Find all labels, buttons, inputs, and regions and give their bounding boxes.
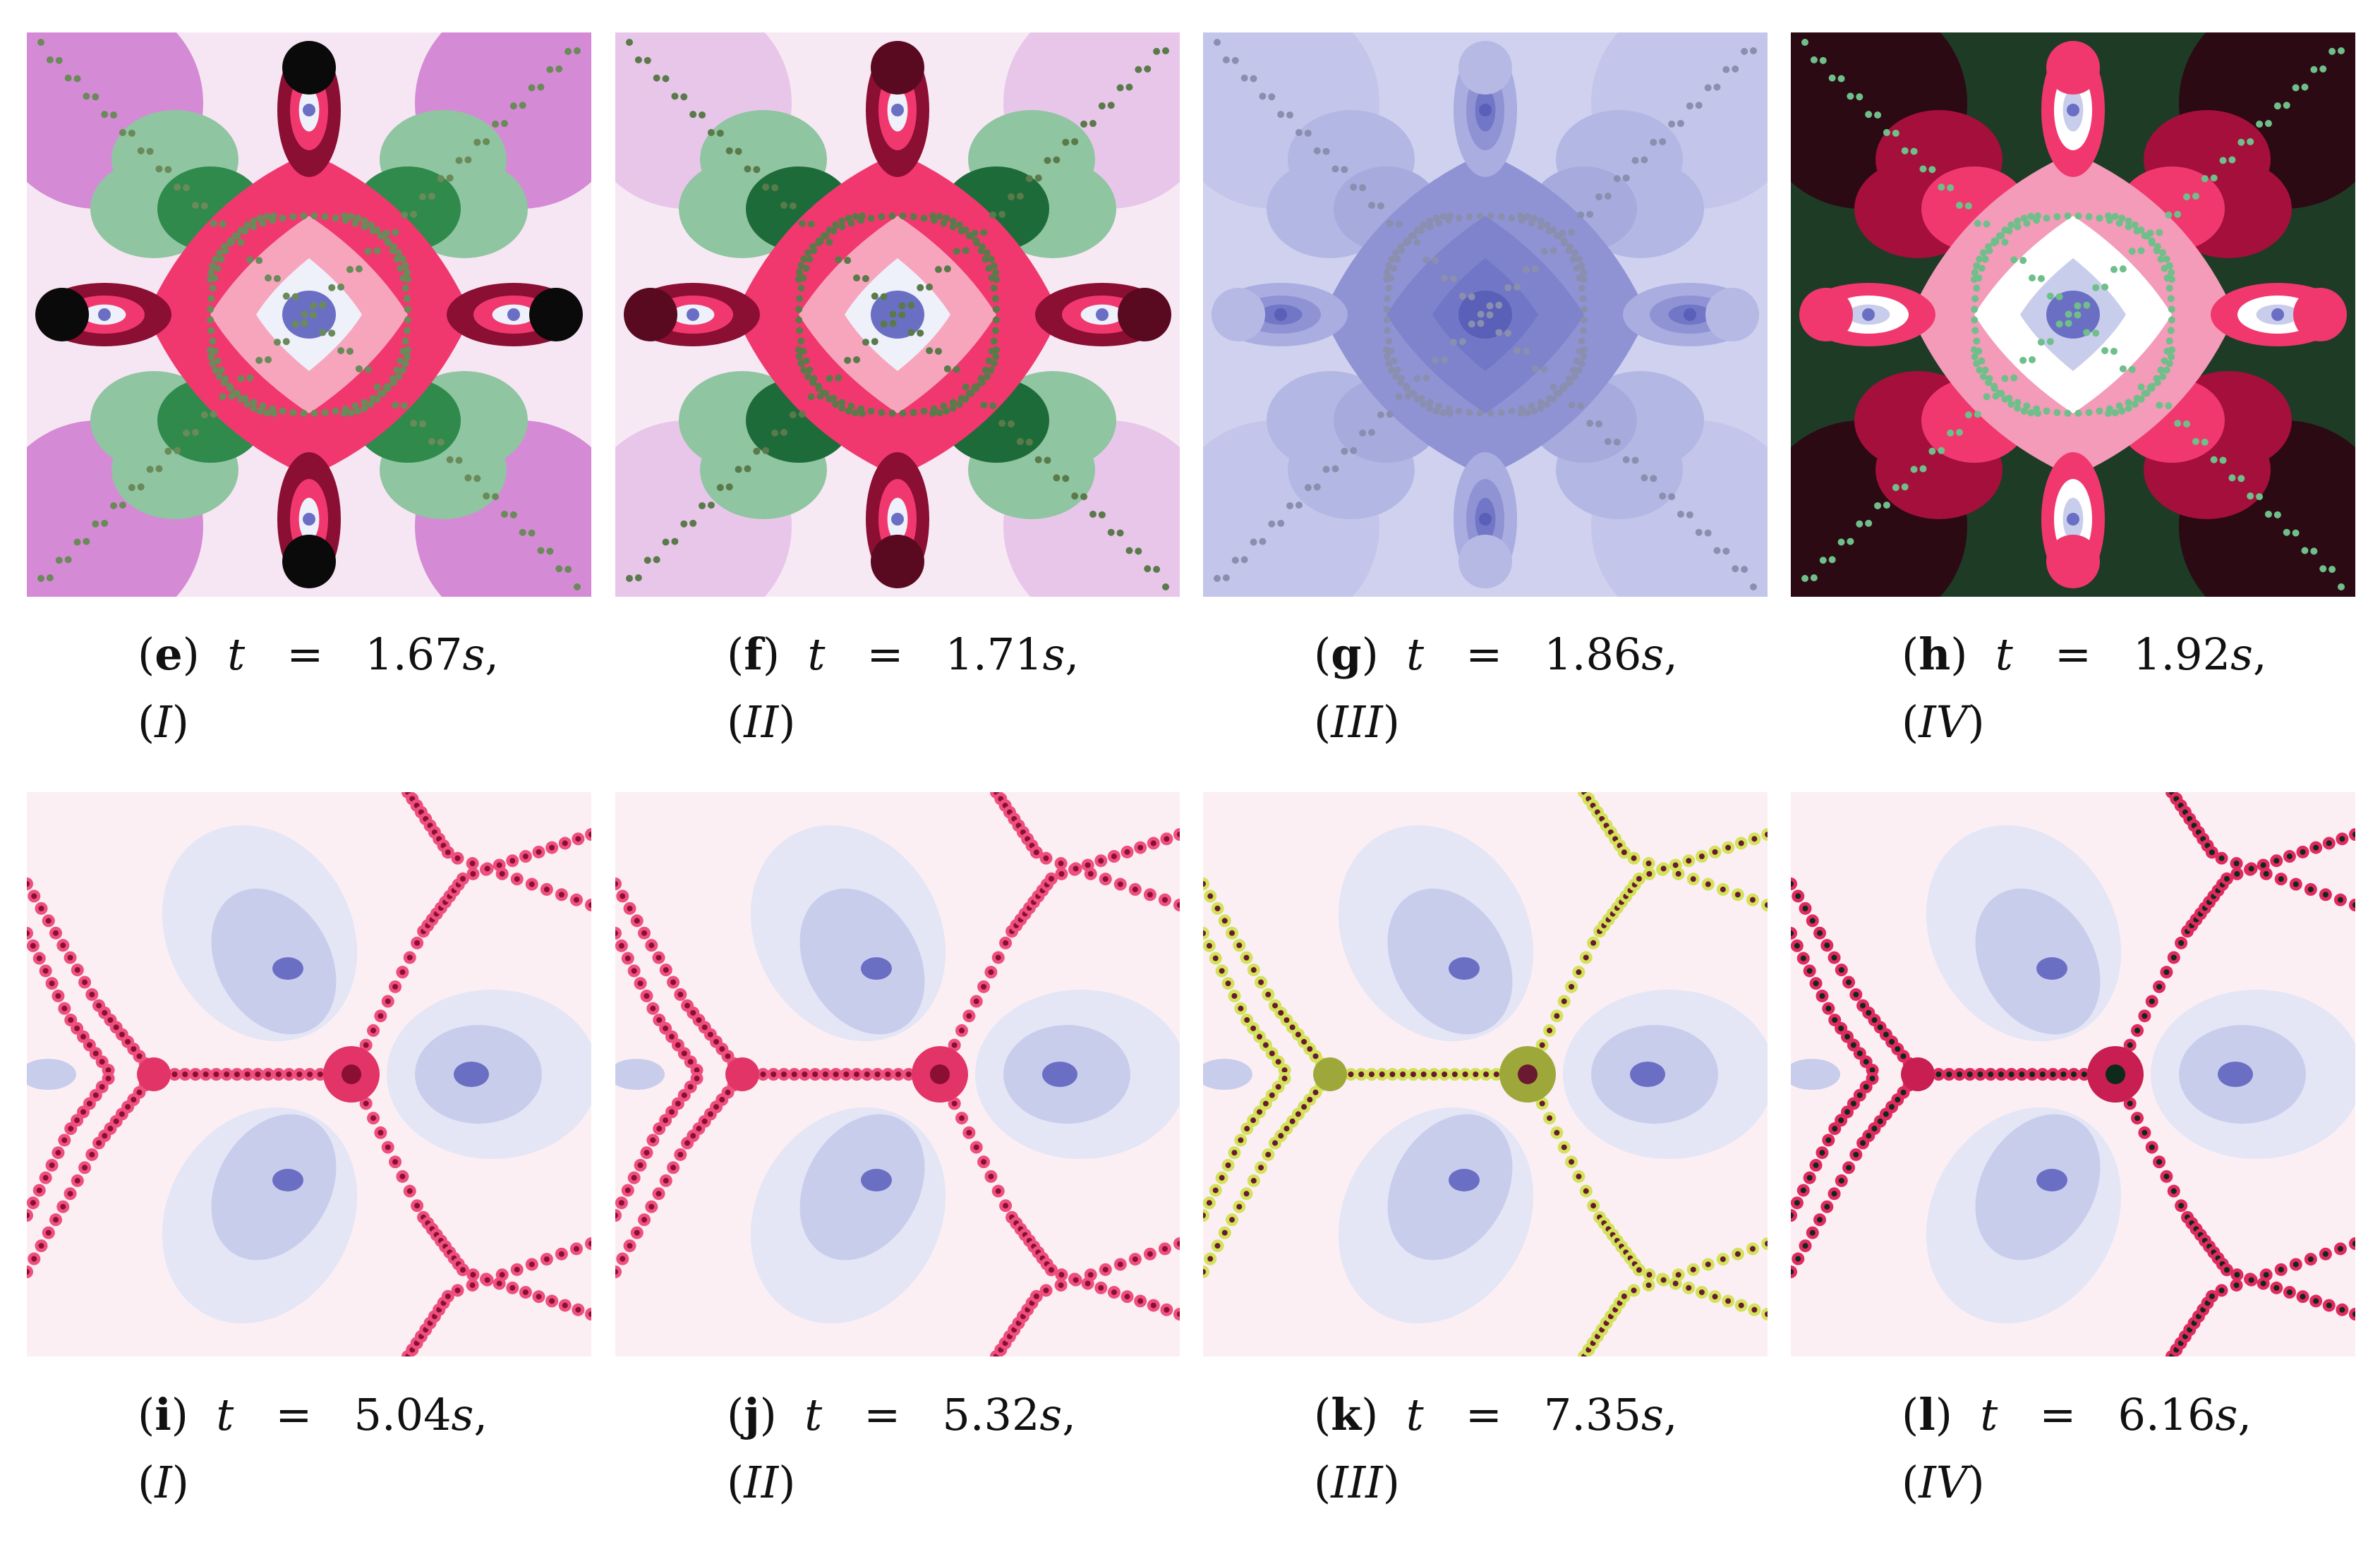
panel-g-image — [1203, 32, 1768, 597]
caption-i: (i) t = 5.04s, (I) — [138, 1389, 488, 1508]
caption-g: (g) t = 1.86s, (III) — [1314, 629, 1678, 748]
caption-h: (h) t = 1.92s, (IV) — [1902, 629, 2267, 748]
caption-f: (f) t = 1.71s, (II) — [727, 629, 1080, 748]
fractal-g — [1203, 32, 1768, 597]
fractal-i — [27, 792, 591, 1356]
fractal-e — [27, 32, 591, 597]
panel-e-image — [27, 32, 591, 597]
caption-l: (l) t = 6.16s, (IV) — [1902, 1389, 2252, 1508]
fractal-j — [615, 792, 1180, 1356]
caption-k: (k) t = 7.35s, (III) — [1314, 1389, 1678, 1508]
panel-l-image — [1791, 792, 2355, 1356]
fractal-h — [1791, 32, 2355, 597]
caption-j: (j) t = 5.32s, (II) — [727, 1389, 1076, 1508]
panel-j-image — [615, 792, 1180, 1356]
panel-f-image — [615, 32, 1180, 597]
panel-h-image — [1791, 32, 2355, 597]
fractal-k — [1203, 792, 1768, 1356]
fractal-f — [615, 32, 1180, 597]
panel-k-image — [1203, 792, 1768, 1356]
caption-e: (e) t = 1.67s, (I) — [138, 629, 499, 748]
panel-i-image — [27, 792, 591, 1356]
fractal-l — [1791, 792, 2355, 1356]
